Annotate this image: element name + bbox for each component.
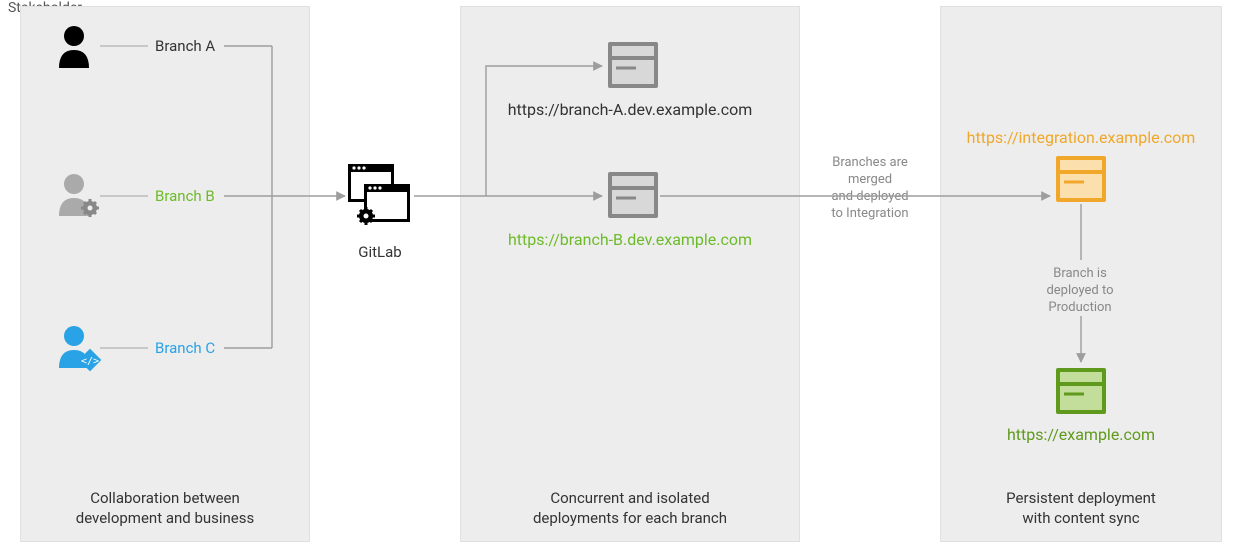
annotation-text: and deployed bbox=[831, 189, 908, 204]
branch-a-label: Branch A bbox=[155, 37, 215, 55]
panel-middle-caption: Concurrent and isolated deployments for … bbox=[460, 488, 800, 529]
caption-text: with content sync bbox=[1022, 509, 1139, 527]
panel-left-caption: Collaboration between development and bu… bbox=[20, 488, 310, 529]
annotation-text: Production bbox=[1048, 300, 1111, 315]
url-branch-b: https://branch-B.dev.example.com bbox=[470, 230, 790, 249]
annotation-text: deployed to bbox=[1046, 283, 1113, 298]
annotation-text: to Integration bbox=[831, 206, 908, 221]
gitlab-icon bbox=[348, 164, 410, 225]
url-branch-a: https://branch-A.dev.example.com bbox=[470, 100, 790, 119]
branch-c-label: Branch C bbox=[155, 339, 215, 357]
caption-text: Collaboration between bbox=[90, 489, 240, 507]
gitlab-label: GitLab bbox=[340, 242, 420, 262]
panel-right-caption: Persistent deployment with content sync bbox=[940, 488, 1222, 529]
panel-left bbox=[20, 6, 310, 542]
branch-b-label: Branch B bbox=[155, 187, 215, 205]
annotation-text: merged bbox=[848, 172, 892, 187]
annotation-deploy: Branch is deployed to Production bbox=[1030, 266, 1130, 317]
caption-text: Concurrent and isolated bbox=[550, 489, 709, 507]
caption-text: deployments for each branch bbox=[533, 509, 727, 527]
panel-middle bbox=[460, 6, 800, 542]
annotation-text: Branches are bbox=[832, 155, 908, 170]
caption-text: Persistent deployment bbox=[1006, 489, 1156, 507]
url-production: https://example.com bbox=[940, 425, 1222, 444]
annotation-text: Branch is bbox=[1053, 266, 1107, 281]
annotation-merge: Branches are merged and deployed to Inte… bbox=[820, 155, 920, 223]
caption-text: development and business bbox=[76, 509, 255, 527]
url-integration: https://integration.example.com bbox=[940, 128, 1222, 147]
